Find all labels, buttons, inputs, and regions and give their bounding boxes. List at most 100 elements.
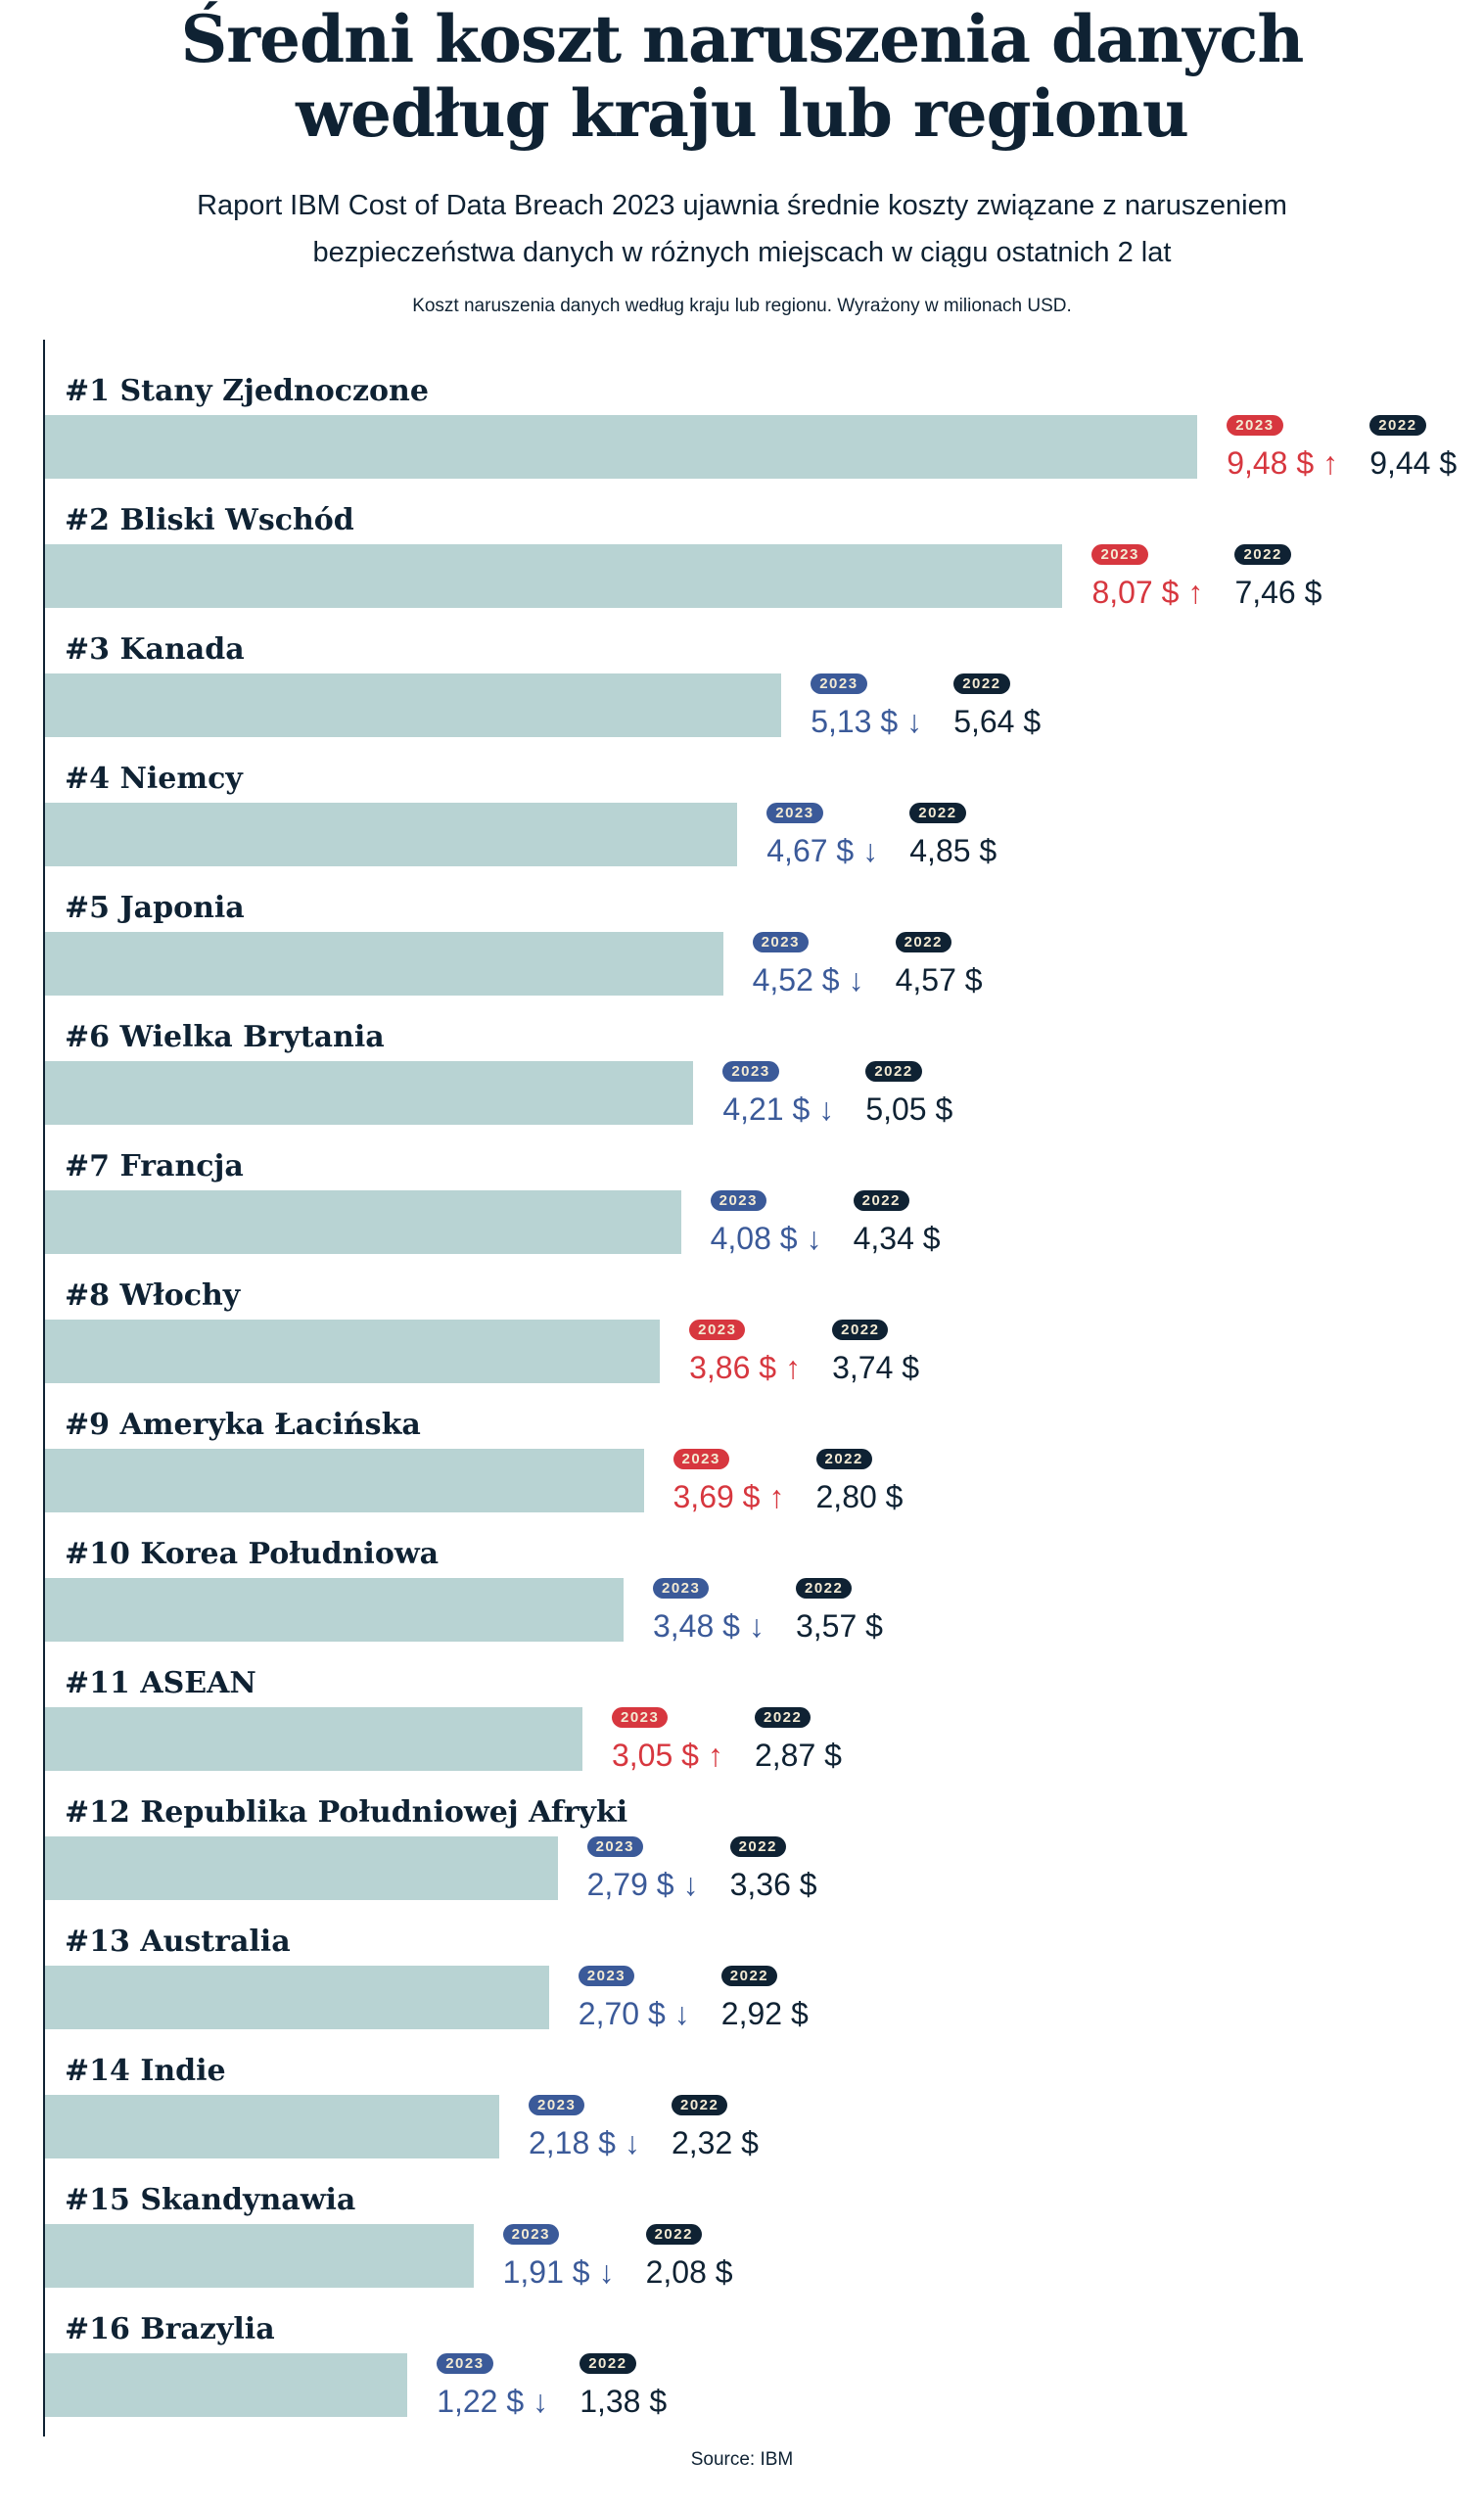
currency: $ [647, 1996, 666, 2031]
category-label: #4 Niemcy [65, 762, 243, 796]
bar-2023 [45, 544, 1063, 608]
value-2023: 2023 8,07 $ ↑ [1091, 544, 1217, 612]
badge-2022: 2022 [720, 1966, 778, 1986]
value-2023-number: 2,70 [578, 1996, 640, 2031]
bar-2023 [45, 1190, 681, 1254]
value-2023-number: 4,52 [752, 962, 813, 998]
arrow-down-icon: ↓ [854, 833, 879, 868]
chart-row: #7 Francja 2023 4,08 $ ↓ 2022 4,34 $ [45, 1147, 1484, 1276]
chart-row: #15 Skandynawia 2023 1,91 $ ↓ 2022 2,08 … [45, 2181, 1484, 2310]
badge-2023: 2023 [811, 673, 867, 694]
value-2023-text: 2,79 $ ↓ [587, 1865, 699, 1904]
value-2022: 2022 5,64 $ [953, 673, 1041, 741]
chart-row: #10 Korea Południowa 2023 3,48 $ ↓ 2022 … [45, 1535, 1484, 1664]
arrow-down-icon: ↓ [898, 704, 923, 739]
badge-2023: 2023 [437, 2353, 493, 2374]
value-group: 2023 4,52 $ ↓ 2022 4,57 $ [752, 932, 983, 999]
value-2023-text: 1,22 $ ↓ [437, 2382, 548, 2421]
value-2022-number: 1,38 [580, 2384, 641, 2419]
value-2023: 2023 1,22 $ ↓ [437, 2353, 562, 2421]
value-2022-number: 7,46 [1234, 575, 1296, 610]
category-label: #16 Brazylia [65, 2312, 275, 2346]
value-2023-text: 4,21 $ ↓ [722, 1090, 834, 1129]
value-2023-text: 3,86 $ ↑ [689, 1348, 801, 1387]
value-2022: 2022 2,32 $ [671, 2095, 759, 2162]
value-2022: 2022 4,34 $ [853, 1190, 941, 1258]
arrow-down-icon: ↓ [739, 1608, 765, 1644]
chart-row: #2 Bliski Wschód 2023 8,07 $ ↑ 2022 7,46… [45, 501, 1484, 630]
chart-row: #4 Niemcy 2023 4,67 $ ↓ 2022 4,85 $ [45, 760, 1484, 889]
value-2023-number: 3,48 [652, 1608, 715, 1644]
caption: Koszt naruszenia danych według kraju lub… [412, 296, 1072, 316]
badge-2023: 2023 [689, 1320, 746, 1340]
value-2023-number: 4,67 [766, 833, 828, 868]
bar-2023 [45, 1320, 661, 1383]
currency: $ [656, 1867, 674, 1902]
category-label: #9 Ameryka Łacińska [65, 1408, 421, 1442]
value-2023-text: 4,08 $ ↓ [711, 1219, 822, 1258]
badge-2023: 2023 [766, 803, 823, 823]
bar-2023 [45, 415, 1198, 479]
currency: $ [935, 1091, 953, 1127]
currency: $ [821, 962, 840, 998]
value-group: 2023 2,70 $ ↓ 2022 2,92 $ [578, 1966, 809, 2033]
badge-2023: 2023 [611, 1707, 669, 1728]
bar-2023 [45, 2224, 474, 2288]
badge-2022: 2022 [832, 1320, 889, 1340]
value-2022: 2022 9,44 $ [1369, 415, 1457, 483]
badge-2022: 2022 [1234, 544, 1291, 565]
value-group: 2023 3,48 $ ↓ 2022 3,57 $ [652, 1578, 883, 1646]
arrow-down-icon: ↓ [524, 2384, 549, 2419]
currency: $ [880, 704, 899, 739]
value-2023-number: 5,13 [811, 704, 872, 739]
value-2023: 2023 2,18 $ ↓ [528, 2095, 654, 2162]
value-2023-number: 2,18 [528, 2125, 590, 2160]
value-group: 2023 9,48 $ ↑ 2022 9,44 $ [1227, 415, 1457, 483]
value-2023: 2023 9,48 $ ↑ [1227, 415, 1352, 483]
value-2022-text: 9,44 $ [1369, 443, 1457, 483]
value-2023-text: 3,05 $ ↑ [612, 1736, 723, 1775]
arrow-down-icon: ↓ [615, 2125, 640, 2160]
badge-2022: 2022 [580, 2353, 636, 2374]
value-2023: 2023 2,70 $ ↓ [578, 1966, 704, 2033]
value-group: 2023 4,67 $ ↓ 2022 4,85 $ [766, 803, 997, 870]
chart-row: #6 Wielka Brytania 2023 4,21 $ ↓ 2022 5,… [45, 1018, 1484, 1147]
bar-2023 [45, 1966, 549, 2029]
value-group: 2023 1,22 $ ↓ 2022 1,38 $ [437, 2353, 667, 2421]
value-2022: 2022 2,92 $ [720, 1966, 809, 2033]
value-2022-text: 4,34 $ [854, 1219, 941, 1258]
value-2023-number: 3,69 [672, 1479, 734, 1514]
value-2022-number: 4,85 [909, 833, 971, 868]
value-2023: 2023 3,86 $ ↑ [689, 1320, 814, 1387]
value-group: 2023 4,21 $ ↓ 2022 5,05 $ [722, 1061, 952, 1129]
value-2022-text: 2,92 $ [721, 1994, 809, 2033]
currency: $ [1161, 575, 1180, 610]
value-2023: 2023 3,69 $ ↑ [672, 1449, 799, 1516]
axis-line [43, 340, 45, 2436]
value-2023-number: 4,08 [710, 1221, 771, 1256]
category-label: #1 Stany Zjednoczone [65, 374, 429, 408]
category-label: #10 Korea Południowa [65, 1537, 440, 1571]
value-2023: 2023 3,48 $ ↓ [652, 1578, 778, 1646]
bar-2023 [45, 803, 738, 866]
value-2023-number: 3,86 [689, 1350, 751, 1385]
badge-2023: 2023 [578, 1966, 635, 1986]
badge-2022: 2022 [815, 1449, 872, 1469]
currency: $ [964, 962, 983, 998]
arrow-down-icon: ↓ [797, 1221, 822, 1256]
currency: $ [902, 1350, 920, 1385]
value-group: 2023 3,05 $ ↑ 2022 2,87 $ [611, 1707, 842, 1775]
value-2022-text: 4,85 $ [909, 831, 997, 870]
badge-2022: 2022 [729, 1836, 786, 1857]
currency: $ [1304, 575, 1322, 610]
category-label: #5 Japonia [65, 891, 245, 925]
value-2022-number: 4,34 [853, 1221, 914, 1256]
value-2023: 2023 4,52 $ ↓ [752, 932, 878, 999]
value-2022-number: 2,08 [645, 2254, 707, 2290]
value-2023-text: 9,48 $ ↑ [1227, 443, 1338, 483]
badge-2023: 2023 [528, 2095, 585, 2115]
chart-row: #3 Kanada 2023 5,13 $ ↓ 2022 5,64 $ [45, 630, 1484, 760]
badge-2022: 2022 [909, 803, 966, 823]
value-2022: 2022 3,57 $ [795, 1578, 883, 1646]
value-2023: 2023 3,05 $ ↑ [611, 1707, 737, 1775]
